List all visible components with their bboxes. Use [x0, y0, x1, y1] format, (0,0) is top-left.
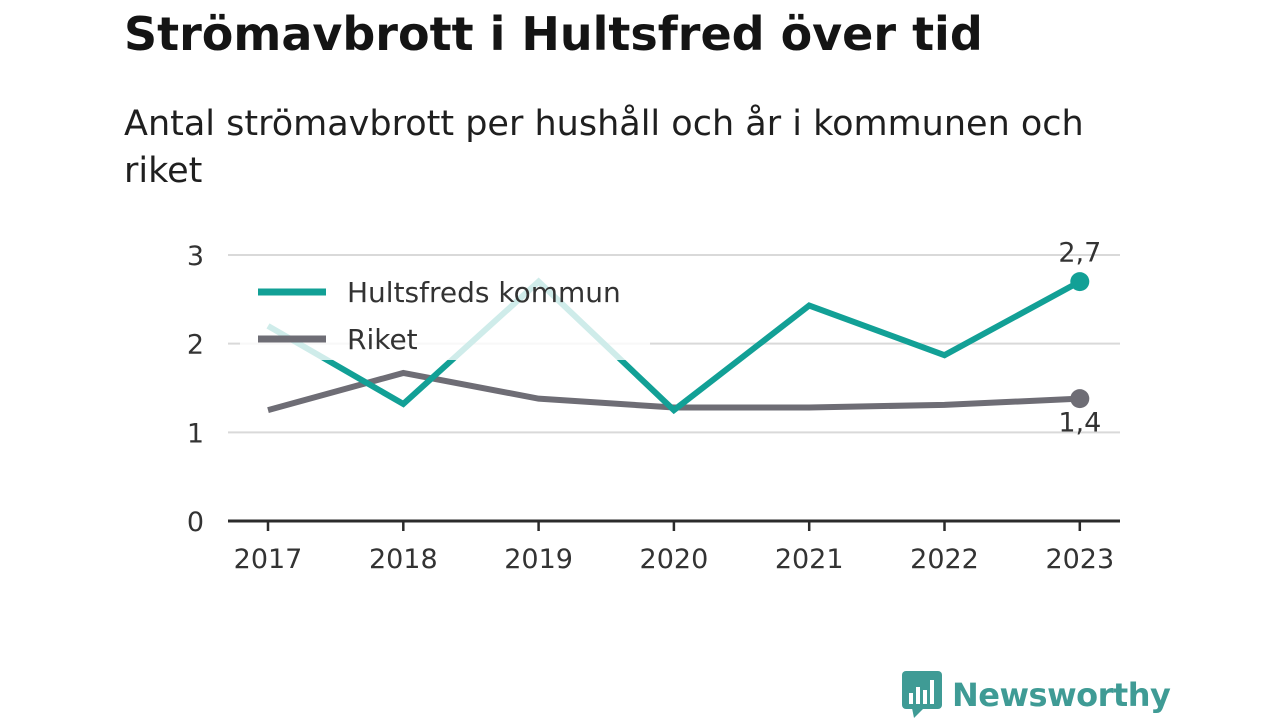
end-point-marker [1070, 272, 1090, 292]
x-tick-label: 2023 [1045, 544, 1114, 575]
y-tick-label: 3 [187, 241, 204, 272]
y-tick-label: 1 [187, 418, 204, 449]
y-tick-label: 0 [187, 507, 204, 538]
x-tick-label: 2021 [775, 544, 844, 575]
series-line-hultsfred [266, 277, 1082, 415]
brand-name: Newsworthy [952, 676, 1171, 714]
chart-subtitle: Antal strömavbrott per hushåll och år i … [124, 104, 1084, 191]
legend-label: Riket [347, 323, 418, 356]
end-value-label: 1,4 [1058, 408, 1101, 439]
x-tick-label: 2019 [504, 544, 573, 575]
x-tick-label: 2020 [640, 544, 709, 575]
series-line-riket [267, 369, 1080, 414]
x-tick-label: 2017 [234, 544, 303, 575]
end-value-label: 2,7 [1058, 238, 1101, 269]
bar-chart-speech-bubble-icon [902, 671, 942, 718]
y-tick-label: 2 [187, 330, 204, 361]
end-point-marker [1070, 389, 1090, 409]
x-tick-label: 2022 [910, 544, 979, 575]
legend-label: Hultsfreds kommun [347, 276, 621, 309]
legend-background [240, 265, 650, 360]
newsworthy-logo: Newsworthy [902, 671, 1171, 719]
x-tick-label: 2018 [369, 544, 438, 575]
line-chart: 0 1 2 3 2017 2018 2019 2020 2021 2022 2023 Hultsfre… [187, 238, 1120, 575]
chart-title: Strömavbrott i Hultsfred över tid [124, 7, 983, 61]
